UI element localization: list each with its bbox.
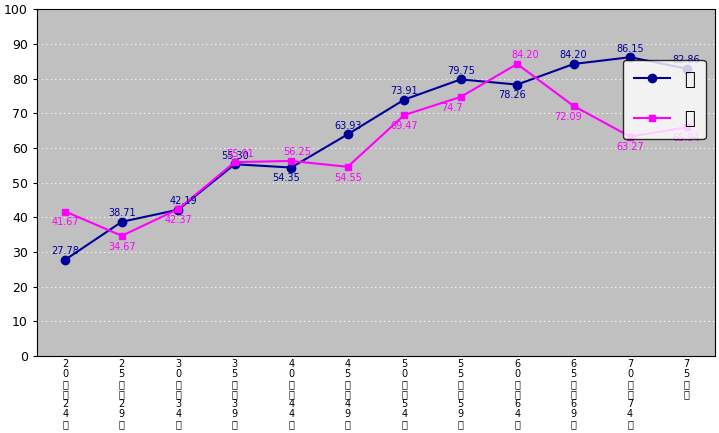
Text: 86.15: 86.15 [616, 44, 644, 54]
Line: 女: 女 [62, 61, 690, 239]
男 [344, 132, 352, 137]
Text: 42.19: 42.19 [170, 196, 198, 206]
女 [569, 103, 578, 109]
Text: 56.25: 56.25 [283, 147, 311, 157]
Text: 78.26: 78.26 [498, 90, 526, 100]
Text: 55.91: 55.91 [226, 149, 255, 158]
女 [400, 113, 408, 118]
男 [117, 219, 126, 224]
Legend: 男, 女: 男, 女 [623, 60, 706, 139]
女 [230, 159, 239, 165]
Text: 69.47: 69.47 [390, 121, 418, 131]
女 [287, 158, 296, 164]
男 [682, 66, 691, 71]
女 [174, 207, 183, 212]
男 [61, 257, 70, 262]
Text: 65.94: 65.94 [673, 133, 700, 143]
Text: 27.78: 27.78 [51, 246, 79, 256]
Text: 38.71: 38.71 [108, 208, 136, 218]
男 [230, 162, 239, 167]
男 [513, 82, 521, 87]
Text: 54.55: 54.55 [334, 173, 362, 183]
女 [457, 94, 465, 100]
男 [174, 207, 183, 212]
Text: 34.67: 34.67 [108, 242, 136, 252]
Text: 72.09: 72.09 [554, 112, 582, 122]
女 [682, 125, 691, 130]
Text: 79.75: 79.75 [446, 66, 475, 76]
女 [61, 209, 70, 214]
男 [400, 97, 408, 102]
Text: 73.91: 73.91 [390, 86, 418, 96]
Text: 41.67: 41.67 [52, 217, 79, 227]
女 [117, 233, 126, 239]
Text: 55.30: 55.30 [221, 151, 249, 161]
男 [287, 165, 296, 170]
Text: 84.20: 84.20 [512, 50, 539, 61]
男 [457, 77, 465, 82]
Text: 84.20: 84.20 [560, 50, 587, 61]
Text: 54.35: 54.35 [272, 173, 300, 184]
Text: 82.86: 82.86 [673, 55, 700, 65]
Text: 74.7: 74.7 [441, 103, 463, 113]
男 [569, 61, 578, 67]
女 [626, 134, 634, 139]
Text: 42.37: 42.37 [165, 215, 192, 225]
Text: 63.93: 63.93 [334, 121, 362, 131]
女 [344, 164, 352, 169]
Text: 63.27: 63.27 [616, 142, 644, 152]
女 [513, 61, 521, 67]
男 [626, 55, 634, 60]
Line: 男: 男 [61, 53, 691, 264]
